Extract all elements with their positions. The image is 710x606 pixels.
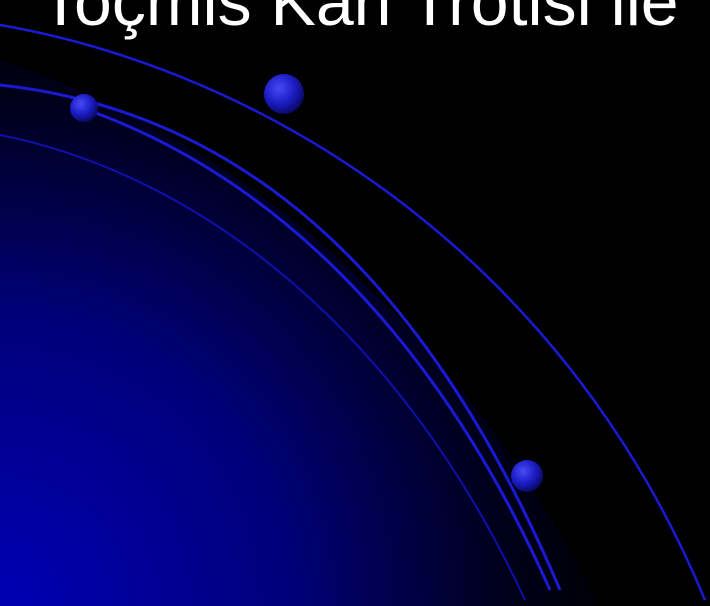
arc-line-inner <box>0 134 526 601</box>
orb-bottom-icon <box>511 460 543 492</box>
blue-corner-glow <box>0 60 600 606</box>
arc-line-middle <box>81 106 552 591</box>
arc-line-outer <box>0 23 707 601</box>
slide-title: Toçmis Kan Trotisi ile <box>40 0 679 40</box>
orb-large-icon <box>264 74 304 114</box>
orb-small-icon <box>70 94 98 122</box>
